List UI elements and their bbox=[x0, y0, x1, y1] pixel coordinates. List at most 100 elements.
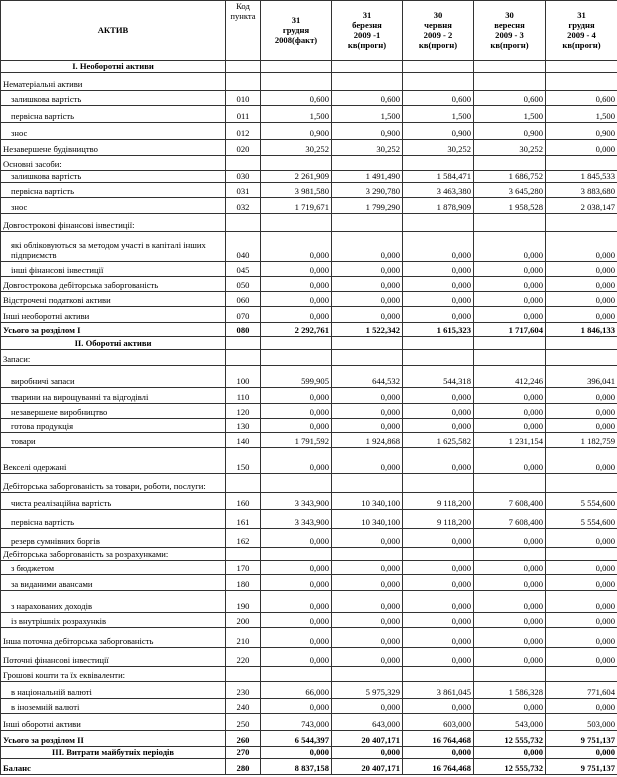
value-cell: 0,000 bbox=[331, 387, 403, 404]
value-cell: 12 555,732 bbox=[473, 758, 546, 775]
empty-cell bbox=[331, 666, 403, 682]
value-cell: 0,000 bbox=[545, 306, 617, 323]
value-cell: 0,000 bbox=[331, 574, 403, 591]
value-cell: 3 343,900 bbox=[260, 492, 332, 510]
value-cell: 771,604 bbox=[545, 681, 617, 699]
row-code: 012 bbox=[225, 122, 261, 140]
table-row: залишкова вартість 030 2 261,909 1 491,490 1… bbox=[0, 170, 617, 183]
value-cell: 0,000 bbox=[402, 590, 474, 613]
value-cell: 0,000 bbox=[545, 612, 617, 628]
row-code: 100 bbox=[225, 365, 261, 388]
value-cell: 0,000 bbox=[402, 746, 474, 759]
row-label: Нематеріальні активи bbox=[0, 72, 226, 91]
table-row: Дебіторська заборгованість за товари, ро… bbox=[0, 473, 617, 493]
empty-cell bbox=[545, 547, 617, 561]
row-label: Основні засоби: bbox=[0, 155, 226, 171]
row-label: Інші оборотні активи bbox=[0, 713, 226, 731]
value-cell: 0,000 bbox=[402, 612, 474, 628]
value-cell: 1,500 bbox=[473, 105, 546, 123]
value-cell: 20 407,171 bbox=[331, 758, 403, 775]
value-cell: 0,000 bbox=[402, 627, 474, 648]
row-label: в іноземній валюті bbox=[0, 698, 226, 714]
value-cell: 1 584,471 bbox=[402, 170, 474, 183]
value-cell: 503,000 bbox=[545, 713, 617, 731]
value-cell: 0,600 bbox=[331, 90, 403, 106]
value-cell: 7 608,400 bbox=[473, 509, 546, 529]
value-cell: 0,000 bbox=[402, 276, 474, 292]
value-cell: 0,000 bbox=[402, 418, 474, 433]
row-label: за виданими авансами bbox=[0, 574, 226, 591]
value-cell: 3 981,580 bbox=[260, 182, 332, 198]
row-code: 030 bbox=[225, 170, 261, 183]
table-row: Інші оборотні активи 250 743,000 643,000 603… bbox=[0, 713, 617, 731]
value-cell: 0,000 bbox=[402, 231, 474, 262]
table-row: чиста реалізаційна вартість 160 3 343,900 1… bbox=[0, 492, 617, 510]
row-label: з нарахованих доходів bbox=[0, 590, 226, 613]
table-row: резерв сумнівних боргів 162 0,000 0,000 0,00… bbox=[0, 528, 617, 548]
row-code: 011 bbox=[225, 105, 261, 123]
empty-cell bbox=[473, 547, 546, 561]
row-label: знос bbox=[0, 122, 226, 140]
table-row: первісна вартість 161 3 343,900 10 340,100 9… bbox=[0, 509, 617, 529]
value-cell: 0,000 bbox=[473, 590, 546, 613]
table-row: Інші необоротні активи 070 0,000 0,000 0,000… bbox=[0, 306, 617, 323]
value-cell: 0,000 bbox=[331, 698, 403, 714]
value-cell: 0,900 bbox=[331, 122, 403, 140]
value-cell: 16 764,468 bbox=[402, 730, 474, 747]
value-cell: 1 791,592 bbox=[260, 432, 332, 448]
empty-cell bbox=[225, 666, 261, 682]
row-code: 020 bbox=[225, 139, 261, 156]
row-code: 040 bbox=[225, 231, 261, 262]
empty-cell bbox=[331, 60, 403, 73]
table-header: АКТИВ Код пункта 31 грудня 2008(факт) 31 бер… bbox=[0, 0, 617, 61]
table-row: в національній валюті 230 66,000 5 975,329 3… bbox=[0, 681, 617, 699]
row-code: 161 bbox=[225, 509, 261, 529]
value-cell: 0,000 bbox=[545, 590, 617, 613]
value-cell: 0,000 bbox=[260, 560, 332, 575]
row-label: інші фінансові інвестиції bbox=[0, 261, 226, 277]
value-cell: 0,000 bbox=[260, 574, 332, 591]
table-row: Дебіторська заборгованість за розрахунка… bbox=[0, 547, 617, 561]
value-cell: 2 261,909 bbox=[260, 170, 332, 183]
table-row: Поточні фінансові інвестиції 220 0,000 0,00… bbox=[0, 647, 617, 667]
value-cell: 396,041 bbox=[545, 365, 617, 388]
value-cell: 544,318 bbox=[402, 365, 474, 388]
row-label: Інші необоротні активи bbox=[0, 306, 226, 323]
row-code: 130 bbox=[225, 418, 261, 433]
value-cell: 644,532 bbox=[331, 365, 403, 388]
value-cell: 1 625,582 bbox=[402, 432, 474, 448]
empty-cell bbox=[225, 155, 261, 171]
row-code: 240 bbox=[225, 698, 261, 714]
value-cell: 0,000 bbox=[473, 627, 546, 648]
empty-cell bbox=[225, 213, 261, 232]
value-cell: 16 764,468 bbox=[402, 758, 474, 775]
row-label: II. Оборотні активи bbox=[0, 336, 226, 350]
header-line: 2009 - 3 кв(прогн) bbox=[490, 30, 529, 50]
value-cell: 1 522,342 bbox=[331, 322, 403, 337]
table-row: Усього за розділом I 080 2 292,761 1 522,34… bbox=[0, 322, 617, 337]
table-row: товари 140 1 791,592 1 924,868 1 625,582 1 23… bbox=[0, 432, 617, 448]
header-line: 31 bbox=[577, 10, 586, 20]
value-cell: 0,000 bbox=[545, 746, 617, 759]
value-cell: 6 544,397 bbox=[260, 730, 332, 747]
table-row: із внутрішніх розрахунків 200 0,000 0,000 0,… bbox=[0, 612, 617, 628]
table-row: за виданими авансами 180 0,000 0,000 0,000 0,… bbox=[0, 574, 617, 591]
empty-cell bbox=[473, 349, 546, 366]
value-cell: 0,000 bbox=[473, 403, 546, 419]
table-row: Грошові кошти та їх еквіваленти: bbox=[0, 666, 617, 682]
value-cell: 0,000 bbox=[473, 231, 546, 262]
value-cell: 0,000 bbox=[545, 387, 617, 404]
table-row: Інша поточна дебіторська заборгованість 2… bbox=[0, 627, 617, 648]
value-cell: 0,000 bbox=[473, 746, 546, 759]
row-label: I. Необоротні активи bbox=[0, 60, 226, 73]
value-cell: 1 231,154 bbox=[473, 432, 546, 448]
value-cell: 0,000 bbox=[260, 627, 332, 648]
empty-cell bbox=[545, 155, 617, 171]
header-activ: АКТИВ bbox=[0, 0, 226, 61]
value-cell: 1 845,533 bbox=[545, 170, 617, 183]
value-cell: 1 182,759 bbox=[545, 432, 617, 448]
value-cell: 3 645,280 bbox=[473, 182, 546, 198]
value-cell: 0,000 bbox=[260, 418, 332, 433]
value-cell: 3 343,900 bbox=[260, 509, 332, 529]
row-label: залишкова вартість bbox=[0, 170, 226, 183]
